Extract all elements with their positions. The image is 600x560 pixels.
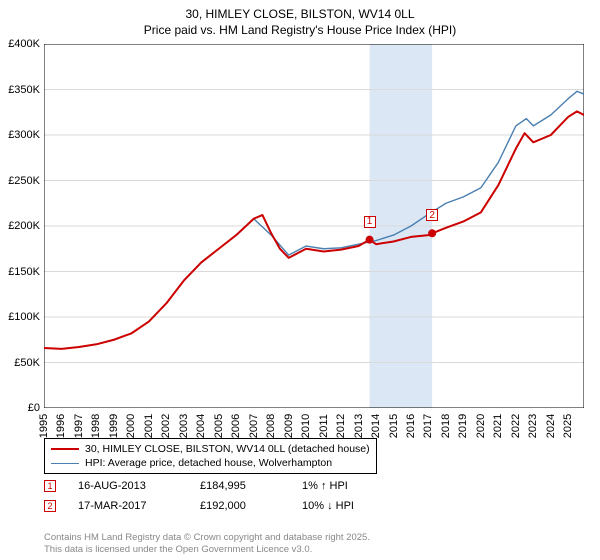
x-tick-label: 2014 xyxy=(370,414,382,438)
x-tick-label: 1998 xyxy=(90,414,102,438)
x-tick-label: 2020 xyxy=(475,414,487,438)
x-tick-label: 2023 xyxy=(527,414,539,438)
x-tick-label: 1995 xyxy=(38,414,50,438)
sale-delta: 1% ↑ HPI xyxy=(302,480,348,492)
x-tick-label: 2004 xyxy=(195,414,207,438)
credit-line2: This data is licensed under the Open Gov… xyxy=(44,544,312,555)
x-tick-label: 2016 xyxy=(405,414,417,438)
legend-row: HPI: Average price, detached house, Wolv… xyxy=(51,456,370,470)
x-tick-label: 2003 xyxy=(178,414,190,438)
sale-date: 16-AUG-2013 xyxy=(78,480,178,492)
y-tick-label: £50K xyxy=(0,357,40,369)
legend-text: 30, HIMLEY CLOSE, BILSTON, WV14 0LL (det… xyxy=(85,443,370,455)
x-tick-label: 2013 xyxy=(353,414,365,438)
legend-row: 30, HIMLEY CLOSE, BILSTON, WV14 0LL (det… xyxy=(51,442,370,456)
y-tick-label: £100K xyxy=(0,311,40,323)
x-tick-label: 1997 xyxy=(73,414,85,438)
title-line1: 30, HIMLEY CLOSE, BILSTON, WV14 0LL xyxy=(0,6,600,22)
x-tick-label: 2021 xyxy=(492,414,504,438)
x-tick-label: 2010 xyxy=(300,414,312,438)
sale-price: £184,995 xyxy=(200,480,280,492)
credit-text: Contains HM Land Registry data © Crown c… xyxy=(44,532,370,556)
y-tick-label: £250K xyxy=(0,175,40,187)
x-tick-label: 2005 xyxy=(213,414,225,438)
title-line2: Price paid vs. HM Land Registry's House … xyxy=(0,22,600,38)
x-tick-label: 1996 xyxy=(55,414,67,438)
plot-svg xyxy=(44,44,584,408)
x-tick-label: 2018 xyxy=(440,414,452,438)
sale-date: 17-MAR-2017 xyxy=(78,500,178,512)
y-tick-label: £150K xyxy=(0,266,40,278)
legend: 30, HIMLEY CLOSE, BILSTON, WV14 0LL (det… xyxy=(44,438,377,474)
sale-row: 1 16-AUG-2013 £184,995 1% ↑ HPI xyxy=(44,480,348,492)
chart-area xyxy=(44,44,584,408)
sale-point-label-1: 1 xyxy=(364,216,376,228)
x-tick-label: 1999 xyxy=(108,414,120,438)
legend-text: HPI: Average price, detached house, Wolv… xyxy=(85,457,332,469)
sale-delta: 10% ↓ HPI xyxy=(302,500,354,512)
x-tick-label: 2000 xyxy=(125,414,137,438)
x-tick-label: 2017 xyxy=(422,414,434,438)
y-tick-label: £200K xyxy=(0,220,40,232)
x-tick-label: 2011 xyxy=(318,414,330,438)
x-tick-label: 2002 xyxy=(160,414,172,438)
x-tick-label: 2006 xyxy=(230,414,242,438)
chart-title: 30, HIMLEY CLOSE, BILSTON, WV14 0LL Pric… xyxy=(0,0,600,38)
x-tick-label: 2022 xyxy=(510,414,522,438)
x-tick-label: 2025 xyxy=(562,414,574,438)
y-tick-label: £400K xyxy=(0,38,40,50)
x-tick-label: 2009 xyxy=(283,414,295,438)
sale-marker: 1 xyxy=(44,480,56,492)
x-tick-label: 2012 xyxy=(335,414,347,438)
sale-row: 2 17-MAR-2017 £192,000 10% ↓ HPI xyxy=(44,500,354,512)
x-tick-label: 2001 xyxy=(143,414,155,438)
legend-swatch xyxy=(51,463,79,464)
x-tick-label: 2019 xyxy=(457,414,469,438)
x-tick-label: 2007 xyxy=(248,414,260,438)
y-tick-label: £350K xyxy=(0,84,40,96)
y-tick-label: £0 xyxy=(0,402,40,414)
legend-swatch xyxy=(51,448,79,450)
x-tick-label: 2015 xyxy=(388,414,400,438)
sale-point-label-2: 2 xyxy=(426,209,438,221)
x-tick-label: 2024 xyxy=(545,414,557,438)
sale-marker: 2 xyxy=(44,500,56,512)
y-tick-label: £300K xyxy=(0,129,40,141)
x-tick-label: 2008 xyxy=(265,414,277,438)
credit-line1: Contains HM Land Registry data © Crown c… xyxy=(44,532,370,543)
sale-price: £192,000 xyxy=(200,500,280,512)
